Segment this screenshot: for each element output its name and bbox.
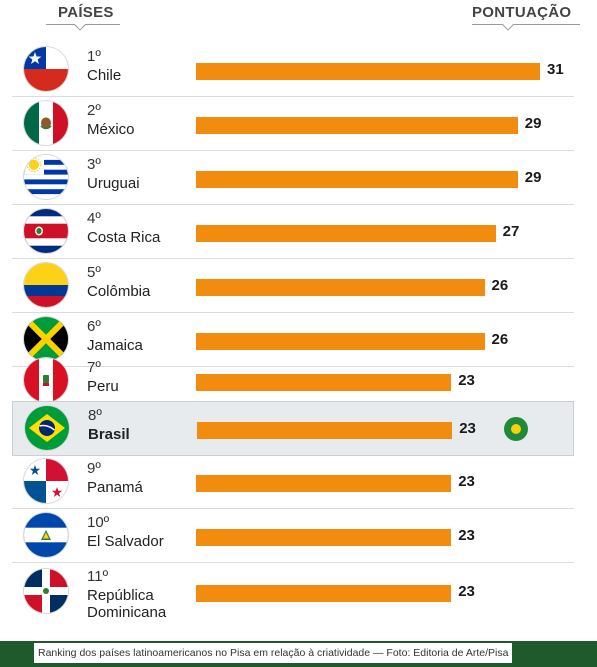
country-name: Jamaica	[87, 337, 143, 354]
rank-label: 5º	[87, 264, 101, 281]
score-value-label: 23	[459, 420, 476, 437]
brazil-flag-icon	[25, 406, 69, 450]
row-panama: 9º Panamá 23	[12, 455, 574, 509]
score-column-header: PONTUAÇÃO	[472, 4, 572, 21]
score-bar	[196, 117, 518, 134]
score-header-underline	[472, 24, 580, 25]
score-value-label: 23	[458, 527, 475, 544]
score-value-label: 23	[458, 473, 475, 490]
dominican-republic-flag-icon	[24, 569, 68, 613]
mexico-flag-icon	[24, 101, 68, 145]
score-value-label: 26	[491, 277, 509, 294]
rank-label: 6º	[87, 318, 101, 335]
rank-label: 8º	[88, 407, 102, 424]
row-el-salvador: 10º El Salvador 23	[12, 509, 574, 563]
country-name: México	[87, 121, 135, 138]
brazil-marker-icon	[504, 417, 528, 441]
score-bar	[197, 422, 453, 439]
row-brasil-highlighted: 8º Brasil 23	[12, 401, 574, 456]
score-value-label: 29	[524, 115, 542, 132]
country-name: Panamá	[87, 479, 143, 496]
country-name: El Salvador	[87, 533, 164, 550]
peru-flag-icon	[24, 358, 68, 402]
row-mexico: 2º México 29	[12, 97, 574, 151]
row-colombia: 5º Colômbia 26	[12, 259, 574, 313]
rank-label: 7º	[87, 359, 101, 376]
country-name: Costa Rica	[87, 229, 161, 246]
score-value-label: 23	[458, 583, 475, 600]
chevron-down-icon	[502, 19, 514, 31]
costa-rica-flag-icon	[24, 209, 68, 253]
score-bar	[196, 475, 452, 492]
score-bar	[196, 63, 540, 80]
country-name: Peru	[87, 378, 119, 395]
jamaica-flag-icon	[24, 317, 68, 361]
score-bar	[196, 529, 452, 546]
row-costa-rica: 4º Costa Rica 27	[12, 205, 574, 259]
score-value-label: 27	[502, 223, 520, 240]
footer-caption: Ranking dos países latinoamericanos no P…	[34, 643, 513, 663]
row-uruguai: 3º Uruguai 29	[12, 151, 574, 205]
el-salvador-flag-icon	[24, 513, 68, 557]
country-name: Colômbia	[87, 283, 151, 300]
rank-label: 10º	[87, 514, 110, 531]
countries-column-header: PAÍSES	[58, 4, 114, 21]
score-value-label: 29	[524, 169, 542, 186]
row-chile: 1º Chile 31	[12, 43, 574, 97]
score-bar	[196, 171, 518, 188]
rank-label: 1º	[87, 48, 101, 65]
rank-label: 9º	[87, 460, 101, 477]
rank-label: 2º	[87, 102, 101, 119]
country-name: Chile	[87, 67, 122, 84]
colombia-flag-icon	[24, 263, 68, 307]
score-bar	[196, 585, 452, 602]
country-name: República Dominicana	[87, 587, 167, 621]
footer-bar: Ranking dos países latinoamericanos no P…	[0, 641, 597, 667]
rank-label: 4º	[87, 210, 101, 227]
score-bar	[196, 279, 485, 296]
rank-label: 11º	[87, 568, 109, 585]
score-bar	[196, 333, 485, 350]
country-name: Uruguai	[87, 175, 140, 192]
rank-label: 3º	[87, 156, 101, 173]
score-bar	[196, 374, 452, 391]
chevron-down-icon	[74, 19, 86, 31]
row-peru: 7º Peru 23	[12, 354, 574, 408]
chile-flag-icon	[24, 47, 68, 91]
row-republica-dominicana: 11º República Dominicana 23	[12, 563, 574, 629]
score-value-label: 23	[458, 372, 475, 389]
score-value-label: 26	[491, 331, 509, 348]
panama-flag-icon	[24, 459, 68, 503]
score-value-label: 31	[547, 61, 564, 78]
row-jamaica: 6º Jamaica 26	[12, 313, 574, 367]
country-name: Brasil	[88, 426, 130, 443]
score-bar	[196, 225, 496, 242]
uruguay-flag-icon	[24, 155, 68, 199]
